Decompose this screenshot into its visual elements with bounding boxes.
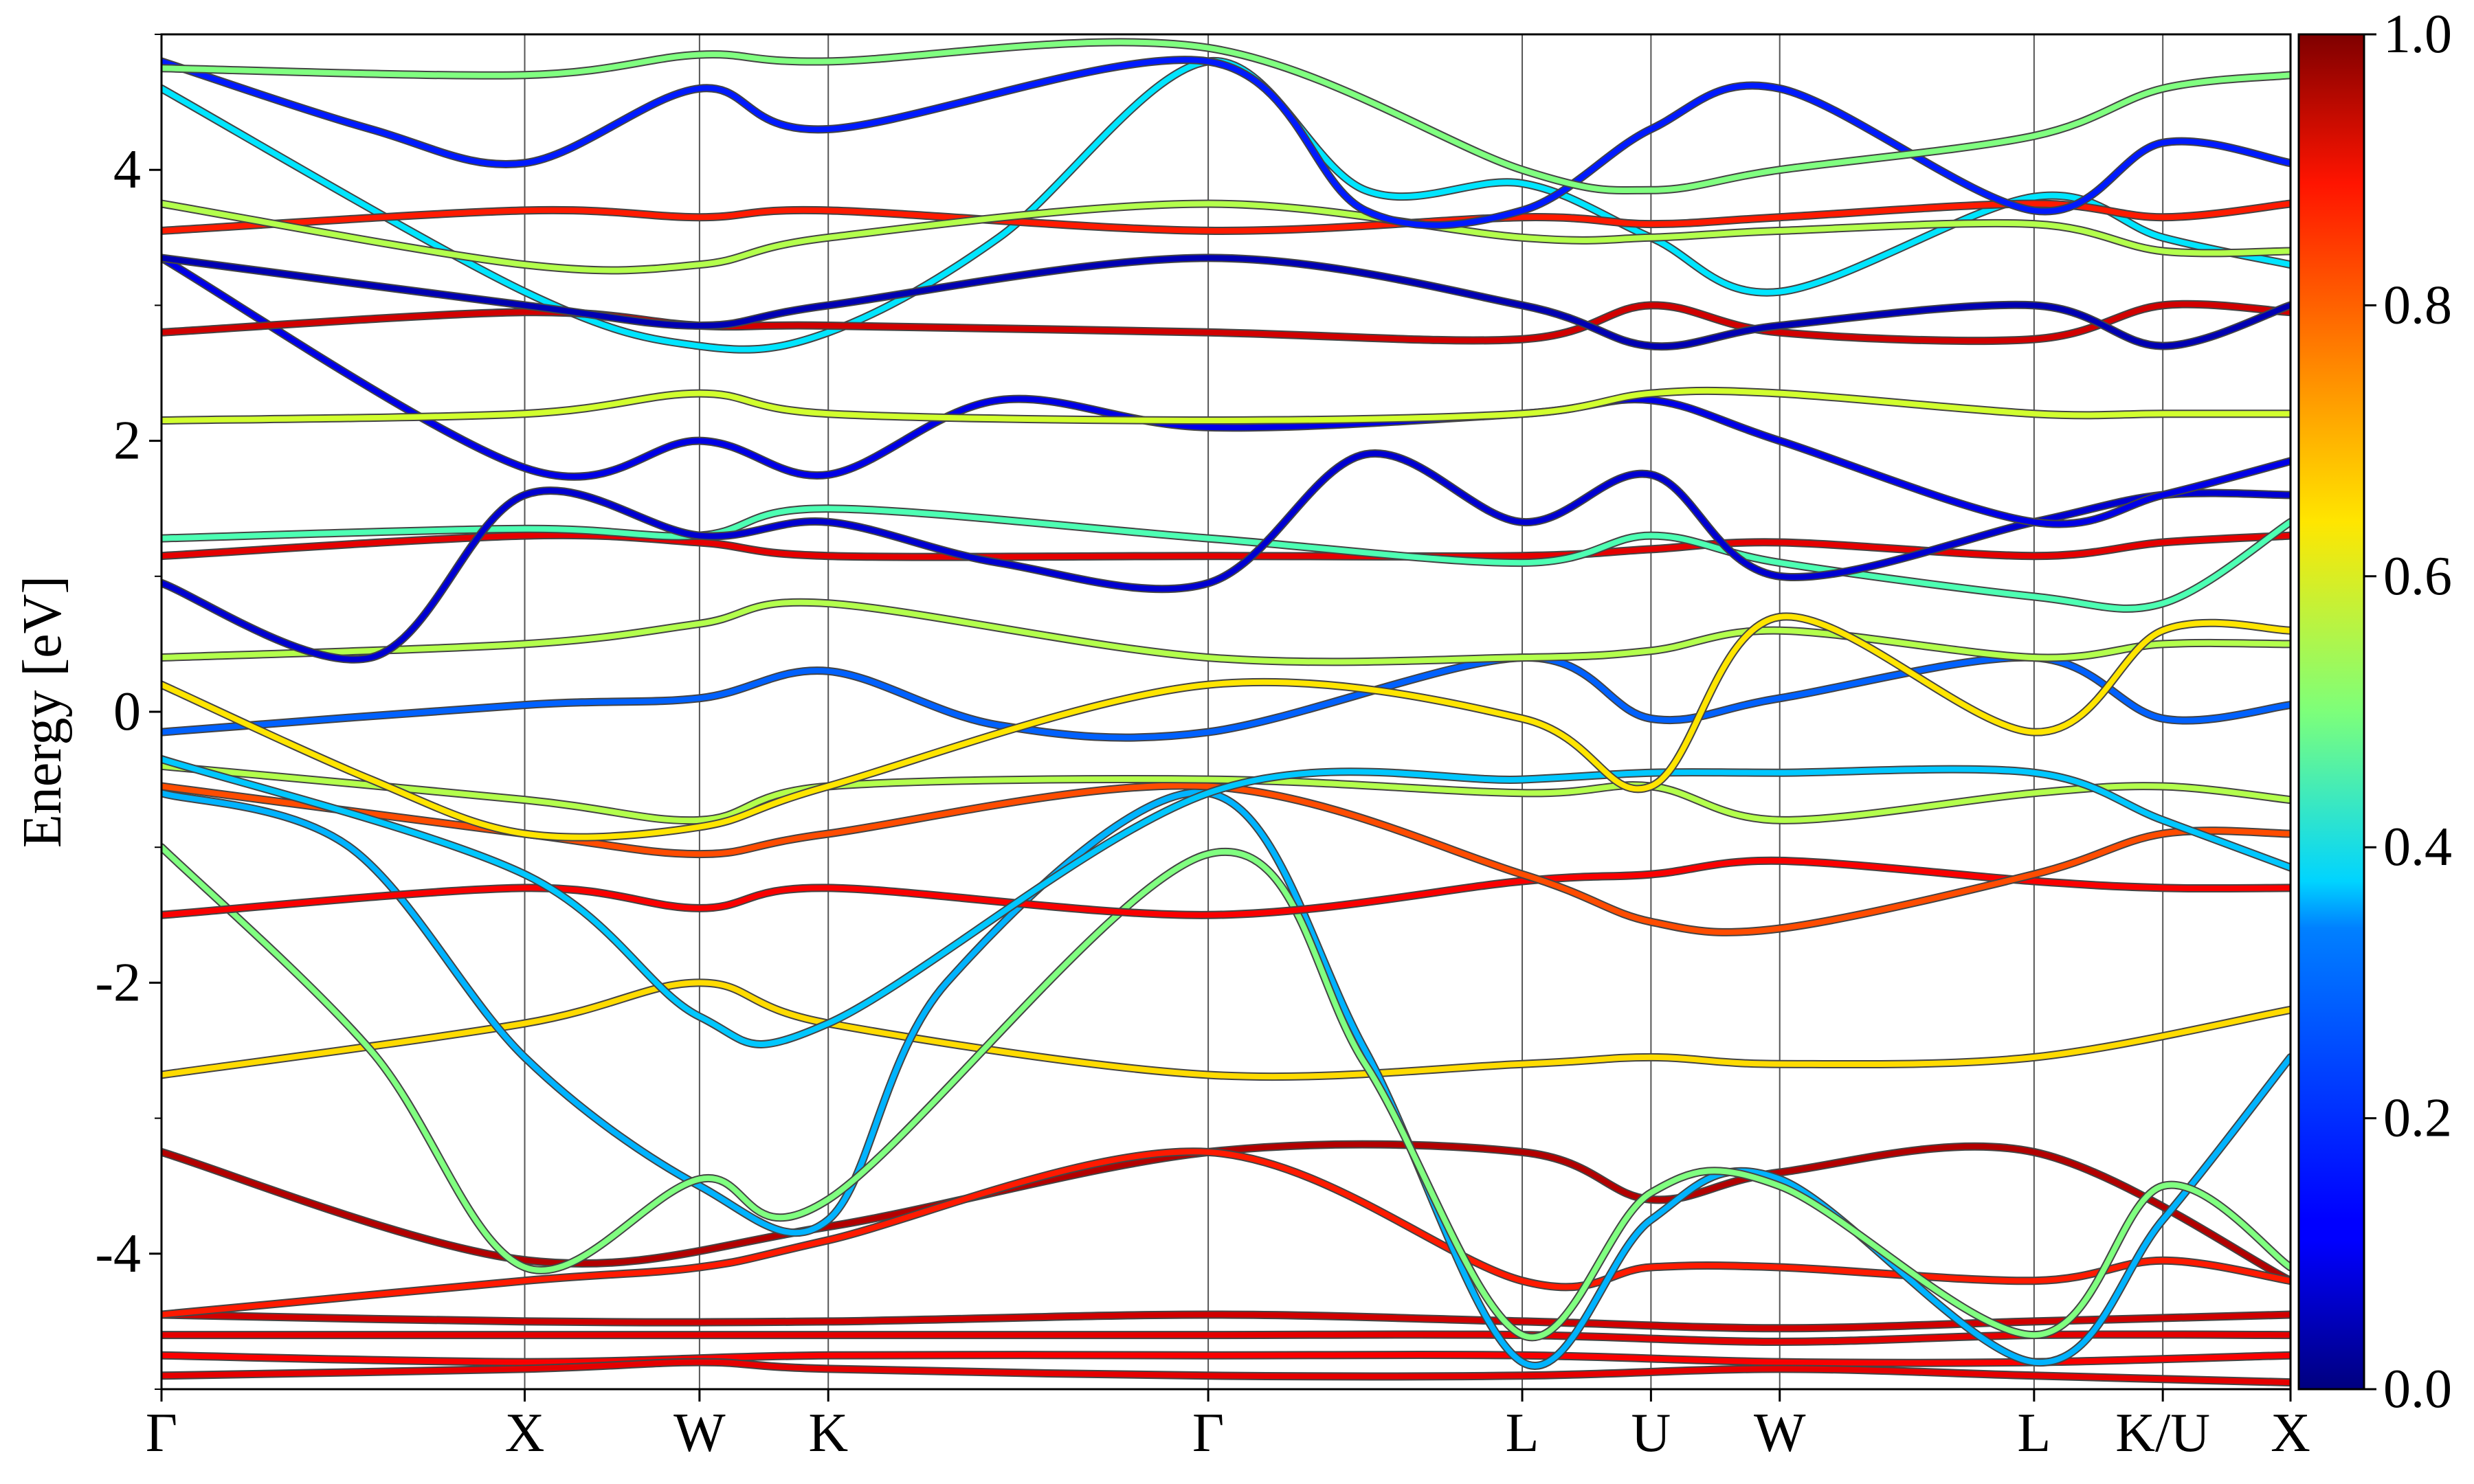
band-line [161, 599, 2291, 665]
colorbar-tick-label: 0.6 [2383, 546, 2452, 607]
band-line [161, 387, 2291, 423]
bands-group [161, 38, 2291, 1387]
colorbar [2297, 33, 2365, 1391]
band-line [161, 201, 2291, 234]
band-line [161, 1141, 2291, 1284]
band-outline [161, 843, 2291, 1342]
band-outline [161, 653, 2291, 742]
x-tick-label: W [1754, 1403, 1806, 1463]
x-tick-label: Γ [1192, 1403, 1224, 1463]
y-tick-label: 4 [113, 139, 141, 200]
y-tick-label: 0 [113, 682, 141, 742]
band-line [161, 1351, 2291, 1366]
band-line [161, 450, 2291, 662]
band-line [161, 614, 2291, 840]
x-tick-label: L [1506, 1403, 1539, 1463]
band-line [161, 255, 2291, 527]
x-tick-label: K [808, 1403, 848, 1463]
y-tick-label: 2 [113, 411, 141, 471]
x-tick-label: X [505, 1403, 545, 1463]
band-line [161, 763, 2291, 824]
x-axis: Γ X W K Γ L U W L K/U X [146, 1389, 2310, 1463]
y-axis-label: Energy [eV] [12, 576, 73, 848]
band-line [161, 39, 2291, 194]
band-line [161, 756, 2291, 1047]
band-line [161, 789, 2291, 1369]
colorbar-tick-label: 0.2 [2383, 1088, 2452, 1149]
x-tick-label: U [1631, 1403, 1671, 1463]
band-line [161, 857, 2291, 918]
band-line [161, 1312, 2291, 1331]
x-tick-label: X [2271, 1403, 2310, 1463]
y-tick-label: -2 [95, 952, 141, 1013]
x-tick-label: W [673, 1403, 726, 1463]
band-line [161, 980, 2291, 1080]
band-line [161, 506, 2291, 611]
band-line [161, 57, 2291, 228]
colorbar-tick-label: 1.0 [2383, 4, 2452, 65]
band-outline [161, 1140, 2291, 1285]
band-line [161, 783, 2291, 935]
colorbar-tick-label: 0.8 [2383, 275, 2452, 335]
x-tick-label: L [2017, 1403, 2051, 1463]
x-tick-label: Γ [146, 1403, 177, 1463]
band-line [161, 1359, 2291, 1386]
colorbar-tick-label: 0.0 [2383, 1359, 2452, 1419]
band-line [161, 844, 2291, 1340]
band-line [161, 255, 2291, 350]
colorbar-tick-label: 0.4 [2383, 817, 2452, 877]
y-axis: -4 -2 0 2 4 [95, 34, 161, 1390]
x-tick-label: K/U [2115, 1403, 2210, 1463]
band-line [161, 1149, 2291, 1318]
colorbar-axis: 0.0 0.2 0.4 0.6 0.8 1.0 [2364, 4, 2452, 1419]
y-tick-label: -4 [95, 1224, 141, 1284]
